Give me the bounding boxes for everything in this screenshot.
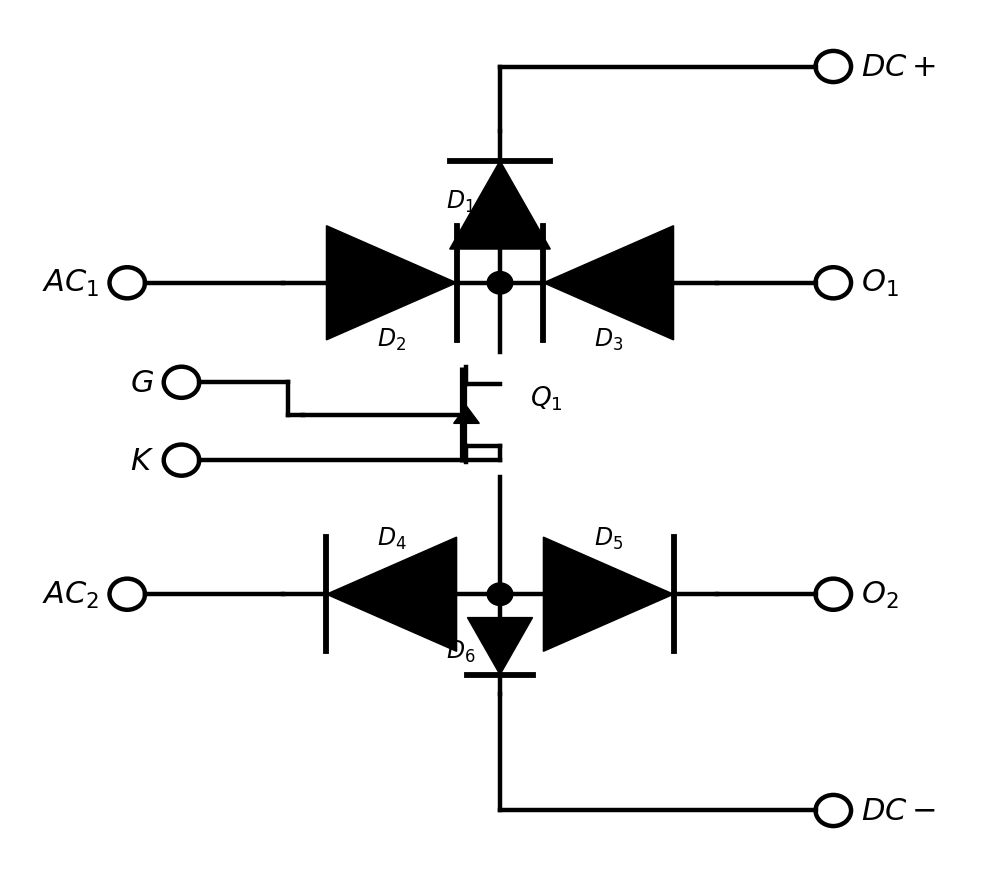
Polygon shape [543,227,674,341]
Text: $K$: $K$ [130,446,154,475]
Text: $Q_1$: $Q_1$ [530,384,562,412]
Circle shape [487,583,513,606]
Text: $O_1$: $O_1$ [861,268,899,299]
Text: $D_1$: $D_1$ [446,188,475,214]
Text: $AC_1$: $AC_1$ [42,268,100,299]
Text: $D_3$: $D_3$ [594,327,623,353]
Text: $DC+$: $DC+$ [861,53,936,82]
Text: $D_4$: $D_4$ [377,525,406,551]
Polygon shape [454,407,479,424]
Text: $G$: $G$ [130,369,154,398]
Text: $AC_2$: $AC_2$ [42,579,100,610]
Polygon shape [326,227,457,341]
Text: $D_6$: $D_6$ [446,637,475,664]
Text: $D_2$: $D_2$ [377,327,406,353]
Polygon shape [467,618,533,675]
Polygon shape [450,162,550,249]
Text: $O_2$: $O_2$ [861,579,898,610]
Polygon shape [326,537,457,651]
Text: $D_5$: $D_5$ [594,525,623,551]
Text: $DC-$: $DC-$ [861,796,936,825]
Polygon shape [543,537,674,651]
Circle shape [487,272,513,295]
